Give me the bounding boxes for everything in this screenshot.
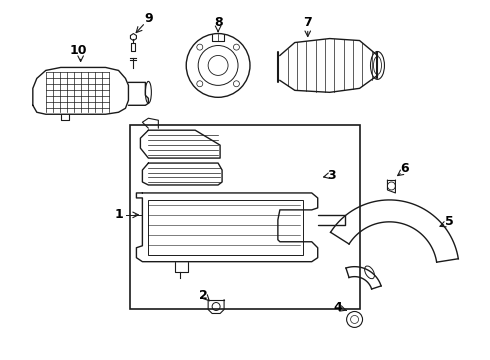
Text: 10: 10 — [70, 44, 87, 57]
Text: 4: 4 — [333, 301, 342, 314]
Bar — [130, 125, 360, 310]
Text: 6: 6 — [400, 162, 409, 175]
Bar — [148, 200, 303, 255]
Text: 2: 2 — [199, 289, 208, 302]
Text: 3: 3 — [327, 168, 336, 181]
Text: 9: 9 — [144, 12, 153, 25]
Text: 7: 7 — [303, 16, 312, 29]
Text: 5: 5 — [445, 215, 454, 228]
Text: 8: 8 — [214, 16, 222, 29]
Text: 1: 1 — [114, 208, 123, 221]
